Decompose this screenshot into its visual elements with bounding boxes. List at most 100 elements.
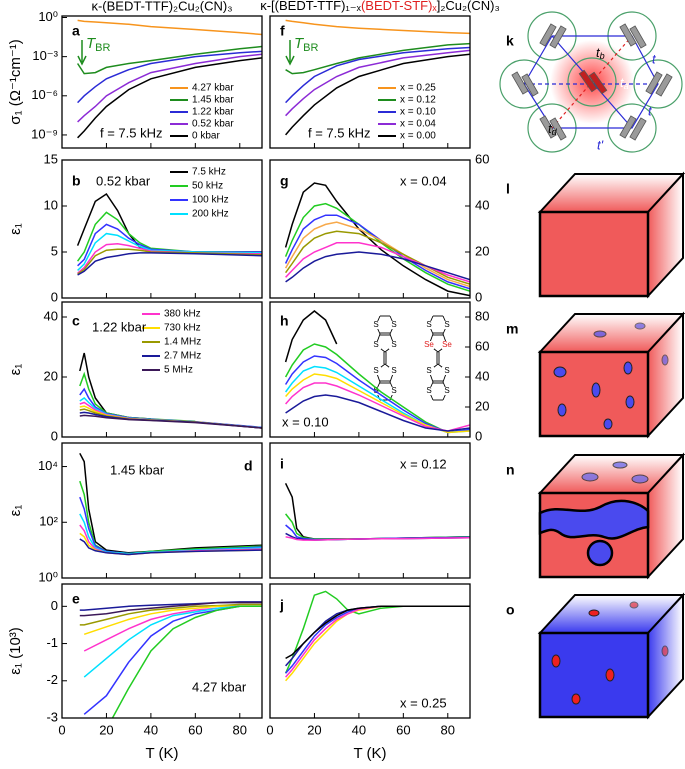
- panel-letter: f: [280, 23, 285, 39]
- hopping-symbol: t: [620, 75, 625, 90]
- x-tick-label: 20: [99, 722, 113, 737]
- molecules: [511, 23, 673, 141]
- data-line: [77, 252, 262, 276]
- data-line: [285, 605, 470, 682]
- plot-frame: [61, 583, 263, 719]
- data-line: [77, 50, 262, 104]
- annotation: 4.27 kbar: [192, 679, 247, 694]
- plot-frame: [269, 442, 471, 579]
- y-tick-label: 40: [475, 197, 489, 212]
- data-line: [285, 605, 470, 678]
- panel-letter: a: [72, 23, 80, 39]
- plot-frame: [61, 442, 263, 579]
- arrow-subscript: BR: [303, 42, 318, 54]
- y-tick-label: -2: [46, 672, 58, 687]
- y-tick-label: -1: [46, 635, 58, 650]
- atom-backdrop: [442, 321, 452, 329]
- y-tick-label: 0: [51, 598, 58, 613]
- arrow-symbol: T: [294, 35, 305, 52]
- atom-backdrop: [442, 387, 452, 395]
- y-tick-label: 80: [475, 308, 489, 323]
- legend-label: x = 0.25: [400, 83, 436, 94]
- legend-label: 1.4 MHz: [164, 337, 201, 348]
- y-tick-label: 10⁰: [38, 9, 58, 24]
- hopping-label: t: [652, 51, 657, 66]
- atom-label: Se: [424, 340, 434, 349]
- arrow-head: [77, 55, 87, 66]
- panel-letter: i: [280, 456, 284, 472]
- atom-backdrop: [371, 321, 381, 329]
- x-axis-label: T (K): [353, 745, 386, 762]
- panel-letter: e: [72, 591, 80, 607]
- data-line: [76, 192, 262, 253]
- plot-frame: [269, 15, 471, 149]
- legend-label: x = 0.04: [400, 119, 436, 130]
- panel-letter: b: [72, 173, 81, 189]
- plot-frame: [61, 301, 263, 438]
- data-line: [79, 414, 262, 429]
- data-line: [285, 42, 470, 75]
- y-tick-label: 5: [51, 243, 58, 258]
- column-title: κ-(BEDT-TTF)₂Cu₂(CN)₃: [91, 0, 232, 13]
- atom-label: S: [426, 386, 431, 395]
- legend-label: 7.5 kHz: [192, 167, 226, 178]
- x-tick-label: 80: [233, 722, 247, 737]
- panel: 0 20 40 380 kHz 730 kHz 1.4 MHz 2.7 MHz 5 MHz c 1…: [7, 301, 263, 443]
- panel-letter: c: [72, 313, 80, 329]
- legend-label: 1.45 kbar: [192, 95, 234, 106]
- y-tick-label: 10⁻³: [32, 48, 58, 63]
- y-tick-label: 15: [44, 151, 58, 166]
- data-line: [284, 343, 470, 434]
- data-line: [77, 19, 262, 36]
- panel: 0 5 10 15 7.5 kHz 50 kHz 100 kHz 200 kHz b 0.52 k…: [7, 151, 263, 304]
- legend-label: 5 MHz: [164, 365, 193, 376]
- arrow-head: [285, 55, 295, 66]
- hopping-label: td: [548, 121, 558, 137]
- data-line: [285, 382, 470, 432]
- panel: 0 20 40 60 80 h x = 0.10: [269, 301, 489, 443]
- panel-letter: n: [506, 462, 515, 478]
- data-line: [285, 49, 470, 117]
- legend-label: 730 kHz: [164, 323, 201, 334]
- data-line: [77, 57, 262, 139]
- legend-label: 4.27 kbar: [192, 83, 234, 94]
- x-tick-label: 40: [352, 722, 366, 737]
- atom-label: S: [426, 320, 431, 329]
- cube-front: [538, 631, 650, 719]
- legend-label: 1.22 kbar: [192, 107, 234, 118]
- atom-backdrop: [424, 341, 434, 349]
- annotation: x = 0.04: [400, 173, 447, 188]
- atom-label: S: [426, 366, 431, 375]
- data-line: [79, 538, 262, 556]
- atom-backdrop: [424, 367, 434, 375]
- y-tick-label: 10⁰: [38, 569, 58, 584]
- annotation: f = 7.5 kHz: [100, 125, 163, 140]
- cube-dilute-domains: m: [506, 311, 685, 439]
- plot-frame: [61, 159, 263, 299]
- data-line: [284, 590, 470, 674]
- atom-label: S: [373, 340, 378, 349]
- y-axis-label: ε₁: [7, 505, 24, 517]
- annotation: x = 0.10: [282, 414, 329, 429]
- panel-letter: g: [280, 173, 289, 189]
- atom-label: S: [444, 366, 449, 375]
- data-line: [79, 601, 262, 617]
- x-tick-label: 0: [58, 722, 65, 737]
- y-tick-label: 0: [475, 428, 482, 443]
- annotation: 1.45 kbar: [110, 462, 165, 477]
- y-tick-label: 10⁴: [38, 458, 58, 473]
- atom-label: S: [373, 320, 378, 329]
- y-tick-label: 40: [44, 308, 58, 323]
- annotation: 1.22 kbar: [92, 319, 147, 334]
- atom-backdrop: [424, 387, 434, 395]
- y-tick-label: 40: [475, 368, 489, 383]
- title-part: κ-[(BEDT-TTF)₁₋ₓ: [260, 0, 361, 13]
- plot-frame: [61, 15, 263, 149]
- panel: 0 20 40 60 g x = 0.04: [269, 151, 489, 304]
- y-tick-label: 20: [44, 368, 58, 383]
- title-part: ]₂Cu₂(CN)₃: [437, 0, 500, 13]
- x-tick-label: 20: [307, 722, 321, 737]
- hopping-subscript: d: [552, 127, 558, 137]
- data-line: [76, 45, 262, 75]
- hopping-label: t: [648, 103, 653, 118]
